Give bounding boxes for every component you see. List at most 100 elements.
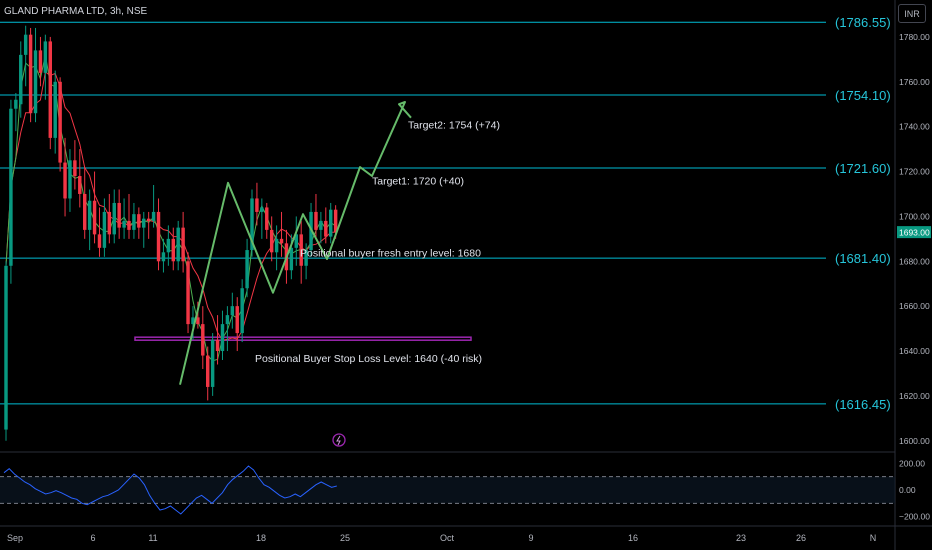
candle-body — [78, 176, 82, 194]
candle-body — [235, 306, 239, 334]
oscillator-tick-label: −200.00 — [899, 512, 930, 522]
flash-icon-bolt — [336, 435, 341, 446]
y-tick-label: 1660.00 — [899, 301, 930, 311]
annotation-label: Target1: 1720 (+40) — [372, 176, 464, 188]
x-tick-label: 9 — [528, 533, 533, 543]
candle-body — [117, 202, 121, 228]
candle-body — [68, 160, 72, 199]
candle-body — [107, 211, 112, 235]
candle-body — [73, 160, 77, 177]
candle-body — [319, 220, 323, 230]
x-tick-label: 26 — [796, 533, 806, 543]
candle-body — [97, 234, 102, 248]
candle-body — [304, 250, 308, 266]
x-tick-label: 11 — [148, 533, 157, 543]
level-label: (1721.60) — [835, 161, 891, 176]
candle-body — [196, 317, 200, 325]
x-tick-label: 16 — [628, 533, 638, 543]
candle-body — [122, 220, 126, 228]
annotation-label: Positional Buyer Stop Loss Level: 1640 (… — [255, 353, 482, 365]
level-label: (1754.10) — [835, 88, 891, 103]
candle-body — [176, 227, 180, 262]
candle-body — [53, 81, 57, 138]
candle-body — [255, 198, 259, 212]
level-label: (1681.40) — [835, 251, 891, 266]
candle-body — [38, 50, 43, 73]
candle-body — [4, 265, 8, 430]
candle-body — [186, 261, 190, 325]
candle-body — [33, 50, 38, 114]
candle-body — [260, 207, 264, 212]
candle-body — [43, 41, 48, 73]
y-tick-label: 1760.00 — [899, 77, 930, 87]
candle-body — [279, 238, 284, 244]
candle-body — [48, 41, 53, 138]
annotation-label: Target2: 1754 (+74) — [408, 119, 500, 131]
oscillator-band — [0, 476, 895, 504]
candle-body — [14, 99, 18, 109]
candle-body — [220, 324, 225, 352]
candle-body — [112, 202, 116, 235]
candle-body — [87, 200, 92, 230]
y-tick-label: 1720.00 — [899, 167, 930, 177]
candle-body — [9, 108, 13, 266]
candle-body — [225, 315, 230, 325]
x-tick-label: 23 — [736, 533, 746, 543]
candle-body — [210, 339, 215, 387]
candle-body — [201, 324, 205, 356]
projection-path — [179, 101, 412, 385]
y-tick-label: 1780.00 — [899, 32, 930, 42]
x-tick-label: 18 — [256, 533, 266, 543]
stop-loss-band — [134, 336, 472, 341]
candle-body — [156, 211, 161, 262]
candle-body — [240, 288, 244, 334]
x-tick-label: 25 — [340, 533, 350, 543]
y-tick-label: 1680.00 — [899, 256, 930, 266]
candle-body — [151, 211, 156, 221]
candle-body — [269, 229, 274, 253]
candle-body — [289, 247, 294, 271]
candle-body — [166, 238, 171, 253]
currency-button[interactable]: INR — [898, 4, 926, 23]
candle-body — [146, 218, 151, 221]
x-tick-label: 6 — [90, 533, 95, 543]
candle-body — [161, 252, 166, 262]
y-tick-label: 1620.00 — [899, 391, 930, 401]
x-tick-label: Oct — [440, 533, 455, 543]
last-price-label: 1693.00 — [899, 228, 930, 238]
candle-body — [28, 34, 33, 114]
candle-body — [205, 355, 210, 387]
last-price-tag — [897, 226, 931, 239]
candle-body — [191, 317, 195, 325]
candle-body — [171, 238, 176, 262]
y-tick-label: 1740.00 — [899, 122, 930, 132]
candle-body — [127, 220, 131, 230]
candle-body — [294, 234, 299, 248]
candle-body — [102, 211, 107, 248]
candle-body — [142, 218, 146, 228]
candle-body — [333, 209, 338, 233]
oscillator-tick-label: 0.00 — [899, 485, 916, 495]
symbol-title: GLAND PHARMA LTD, 3h, NSE — [4, 6, 148, 17]
x-tick-label: N — [870, 533, 877, 543]
candle-body — [58, 81, 62, 163]
candle-body — [314, 211, 318, 230]
candle-body — [137, 214, 141, 228]
y-tick-label: 1640.00 — [899, 346, 930, 356]
candle-body — [181, 227, 185, 262]
candle-body — [324, 220, 328, 237]
candle-body — [23, 34, 28, 55]
level-label: (1616.45) — [835, 397, 891, 412]
candle-body — [92, 200, 97, 235]
candle-body — [230, 306, 235, 316]
y-tick-label: 1700.00 — [899, 211, 930, 221]
candle-body — [265, 207, 269, 230]
candle-body — [215, 339, 220, 352]
candle-body — [250, 198, 254, 251]
candle-body — [245, 250, 249, 289]
oscillator-tick-label: 200.00 — [899, 458, 925, 468]
candle-body — [82, 193, 87, 230]
level-label: (1786.55) — [835, 15, 891, 30]
candle-body — [299, 234, 303, 266]
